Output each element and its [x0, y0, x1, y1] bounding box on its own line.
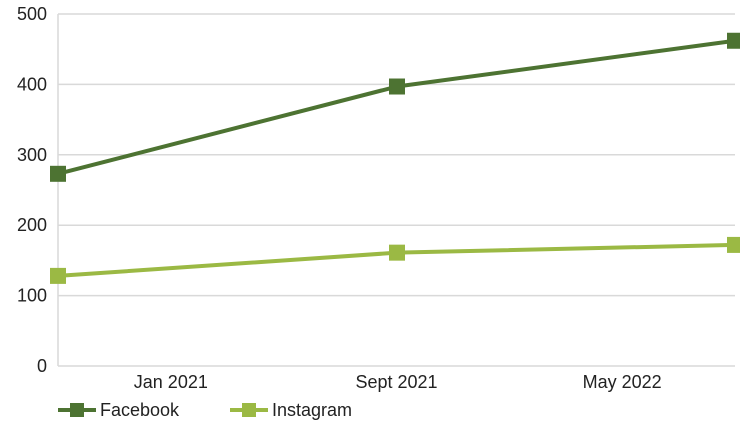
series-lines	[50, 32, 740, 284]
x-tick-labels: Jan 2021 Sept 2021 May 2022	[134, 372, 662, 392]
data-point-facebook	[727, 32, 740, 49]
x-tick-label: Sept 2021	[355, 372, 437, 392]
legend-marker-swatch	[242, 403, 256, 417]
y-tick-labels: 0 100 200 300 400 500	[17, 4, 47, 376]
y-tick-label: 100	[17, 286, 47, 306]
y-tick-label: 300	[17, 145, 47, 165]
axes	[57, 14, 735, 367]
legend-label: Facebook	[100, 400, 180, 420]
data-point-instagram	[50, 267, 66, 284]
data-point-facebook	[389, 78, 405, 95]
legend: Facebook Instagram	[58, 400, 352, 420]
legend-label: Instagram	[272, 400, 352, 420]
legend-item-facebook: Facebook	[58, 400, 180, 420]
x-tick-label: May 2022	[583, 372, 662, 392]
legend-marker-swatch	[70, 403, 84, 417]
y-tick-label: 0	[37, 356, 47, 376]
y-tick-label: 500	[17, 4, 47, 24]
data-point-facebook	[50, 165, 66, 182]
y-tick-label: 400	[17, 74, 47, 94]
gridlines	[58, 13, 735, 297]
data-point-instagram	[389, 244, 405, 261]
series-line-facebook	[56, 38, 737, 176]
y-tick-label: 200	[17, 215, 47, 235]
data-point-instagram	[727, 236, 740, 253]
legend-item-instagram: Instagram	[230, 400, 352, 420]
x-tick-label: Jan 2021	[134, 372, 208, 392]
